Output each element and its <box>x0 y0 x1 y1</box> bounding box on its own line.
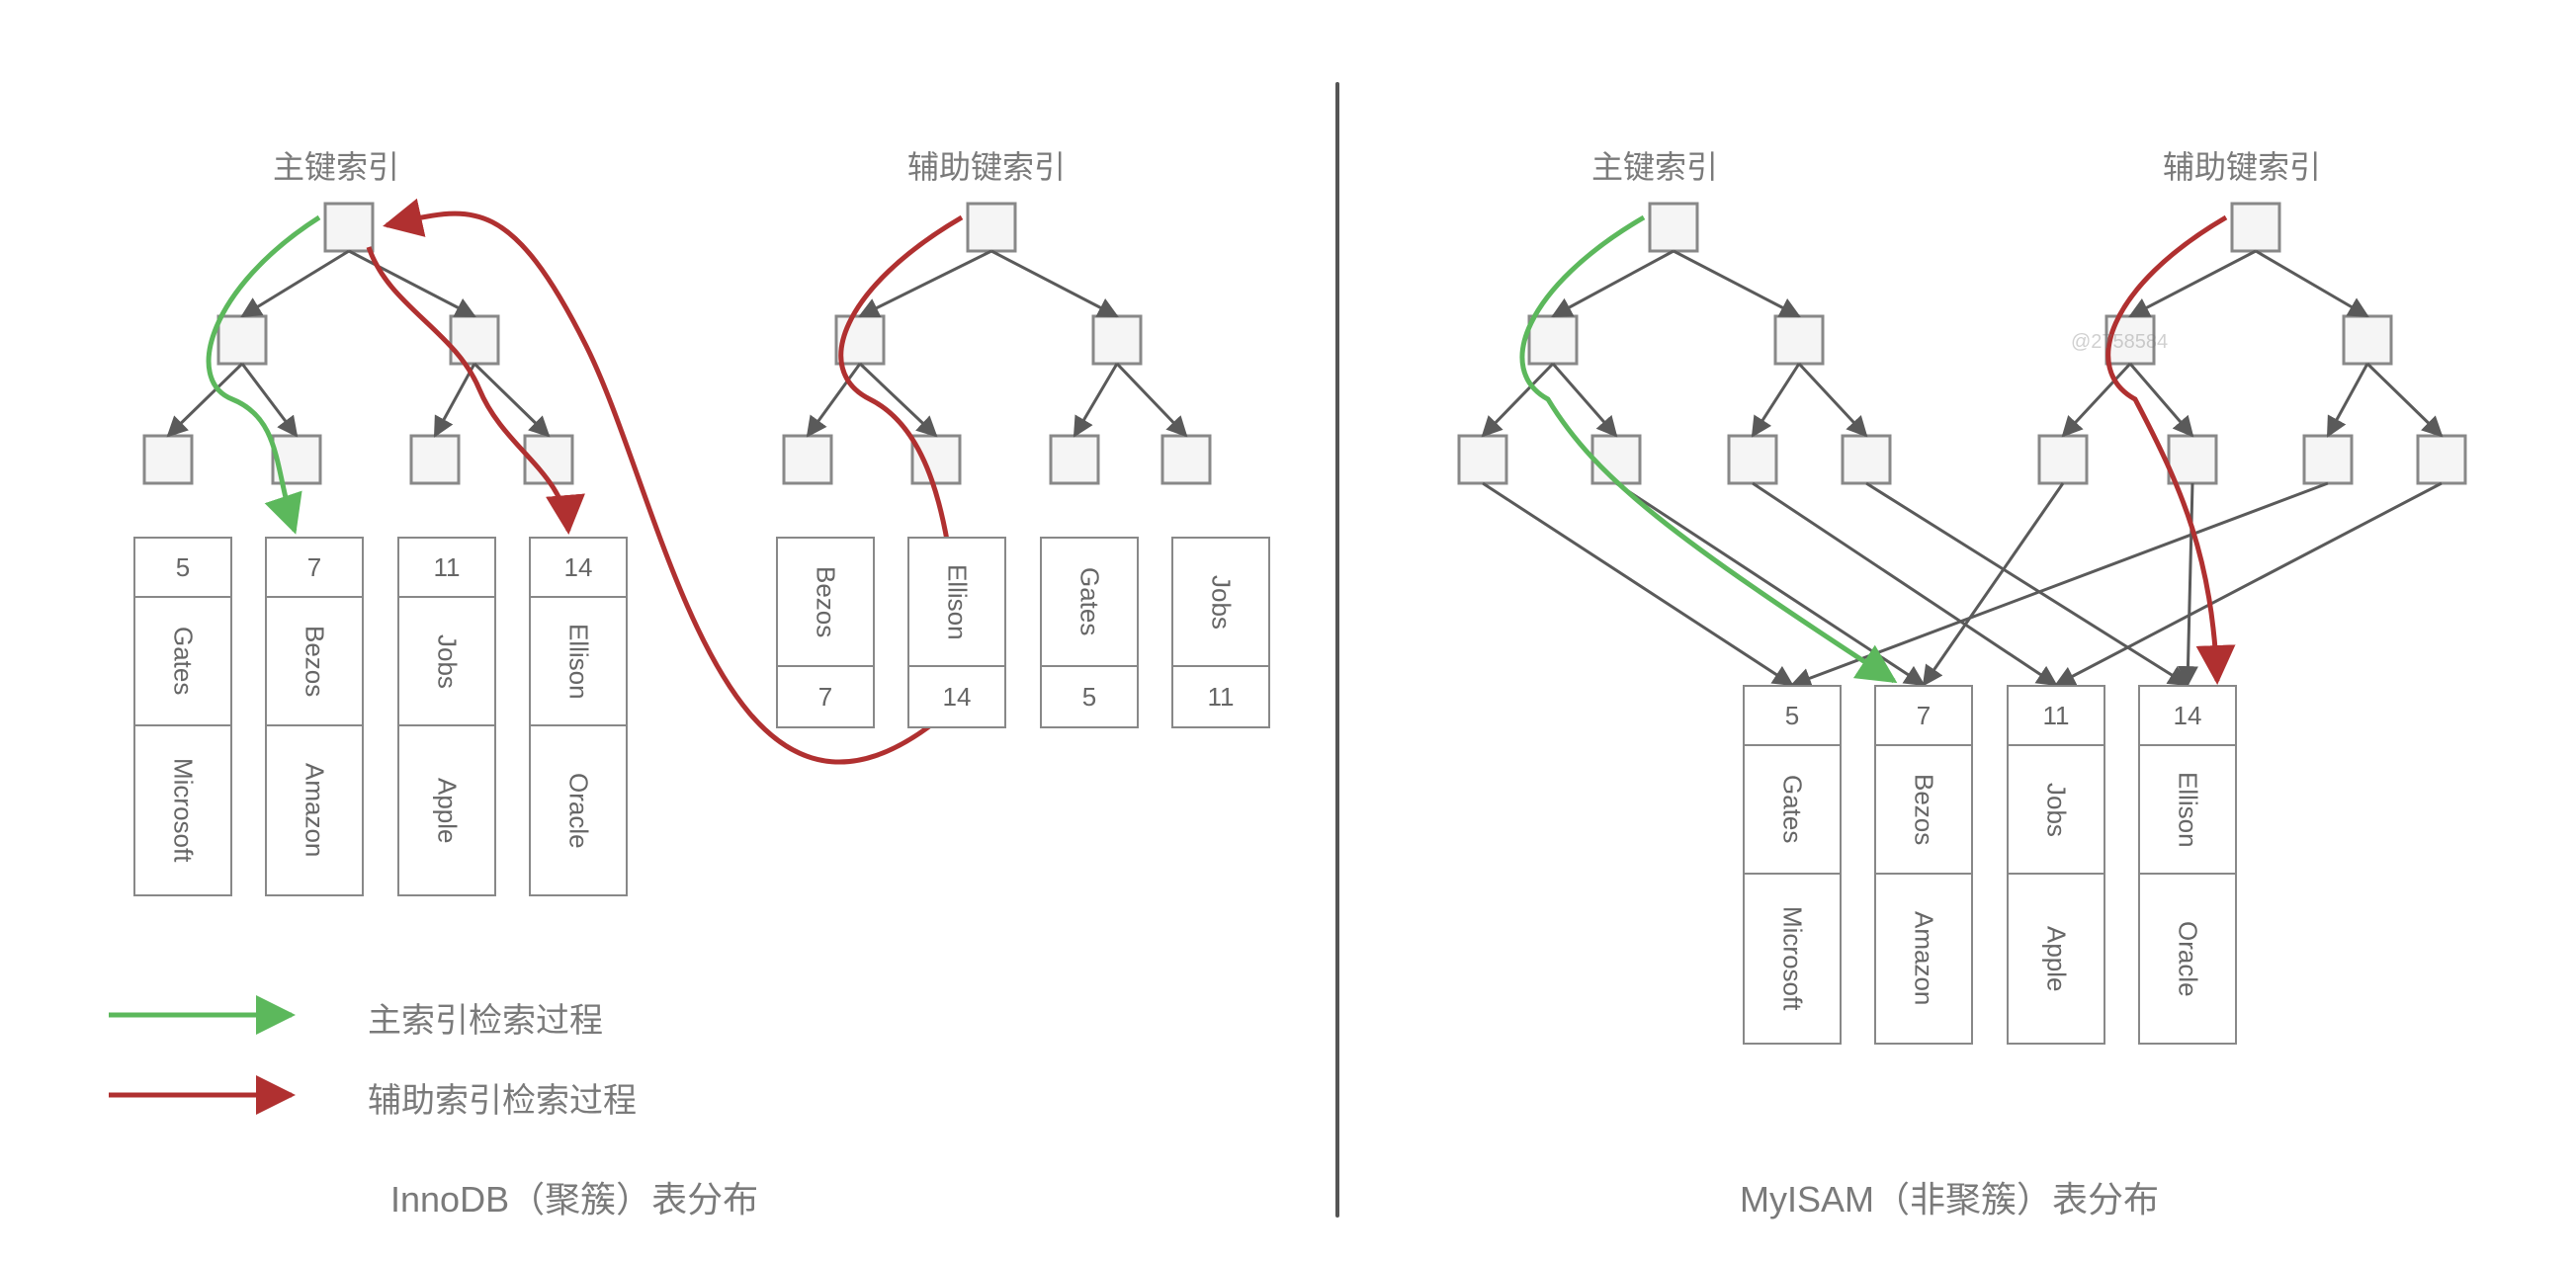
myisam-pk-leaf-1 <box>1592 436 1640 483</box>
myisam-record: 11JobsApple <box>2007 685 2105 1045</box>
innodb-sk-leaf-3 <box>1162 436 1210 483</box>
legend-secondary-text: 辅助索引检索过程 <box>368 1073 637 1122</box>
record-name: Gates <box>135 598 230 726</box>
myisam-green-path <box>1522 217 1894 681</box>
title-myisam-sk: 辅助键索引 <box>2163 142 2321 188</box>
innodb-red-path-3 <box>369 247 568 531</box>
record-company: Oracle <box>531 726 626 894</box>
record-name: Bezos <box>778 539 873 667</box>
watermark: @2758584 <box>2071 331 2168 354</box>
myisam-sk-leaf-1 <box>2169 436 2216 483</box>
innodb-sk-leaf-1 <box>912 436 960 483</box>
record-name: Ellison <box>909 539 1004 667</box>
record-id: 14 <box>531 539 626 598</box>
myisam-sk-mid-1 <box>2344 316 2391 364</box>
record-id: 7 <box>778 667 873 726</box>
myisam-pk-root <box>1650 204 1697 251</box>
myisam-record: 5GatesMicrosoft <box>1743 685 1842 1045</box>
record-company: Microsoft <box>135 726 230 894</box>
record-name: Ellison <box>2140 746 2235 875</box>
innodb-pk-record: 5GatesMicrosoft <box>133 537 232 896</box>
record-company: Apple <box>399 726 494 894</box>
record-id: 5 <box>1042 667 1137 726</box>
caption-myisam: MyISAM（非聚簇）表分布 <box>1740 1171 2159 1222</box>
record-company: Apple <box>2009 875 2104 1043</box>
innodb-pk-record: 11JobsApple <box>397 537 496 896</box>
myisam-sk-leaf-2 <box>2304 436 2352 483</box>
record-id: 7 <box>267 539 362 598</box>
record-company: Amazon <box>267 726 362 894</box>
innodb-pk-root <box>325 204 373 251</box>
myisam-sk-root <box>2232 204 2279 251</box>
myisam-pk-mid-1 <box>1775 316 1823 364</box>
innodb-sk-record: Jobs11 <box>1171 537 1270 728</box>
record-company: Oracle <box>2140 875 2235 1043</box>
innodb-pk-mid-0 <box>218 316 266 364</box>
myisam-record: 7BezosAmazon <box>1874 685 1973 1045</box>
title-innodb-pk: 主键索引 <box>273 142 399 188</box>
innodb-sk-record: Ellison14 <box>907 537 1006 728</box>
innodb-sk-mid-1 <box>1093 316 1141 364</box>
record-id: 14 <box>2140 687 2235 746</box>
record-company: Microsoft <box>1745 875 1840 1043</box>
record-name: Bezos <box>267 598 362 726</box>
myisam-pk-leaf-0 <box>1459 436 1506 483</box>
myisam-pk-mid-0 <box>1529 316 1577 364</box>
record-id: 14 <box>909 667 1004 726</box>
innodb-sk-record: Bezos7 <box>776 537 875 728</box>
record-name: Ellison <box>531 598 626 726</box>
innodb-pk-record: 7BezosAmazon <box>265 537 364 896</box>
record-name: Jobs <box>2009 746 2104 875</box>
title-myisam-pk: 主键索引 <box>1591 142 1718 188</box>
record-id: 11 <box>2009 687 2104 746</box>
innodb-sk-leaf-0 <box>784 436 831 483</box>
record-id: 11 <box>1173 667 1268 726</box>
record-name: Bezos <box>1876 746 1971 875</box>
title-innodb-sk: 辅助键索引 <box>907 142 1066 188</box>
record-id: 5 <box>1745 687 1840 746</box>
myisam-sk-leaf-3 <box>2418 436 2465 483</box>
myisam-pk-leaf-3 <box>1843 436 1890 483</box>
record-name: Jobs <box>399 598 494 726</box>
legend-primary-text: 主索引检索过程 <box>368 993 603 1042</box>
innodb-sk-record: Gates5 <box>1040 537 1139 728</box>
record-id: 5 <box>135 539 230 598</box>
innodb-sk-leaf-2 <box>1051 436 1098 483</box>
myisam-pk-leaf-2 <box>1729 436 1776 483</box>
myisam-sk-leaf-0 <box>2039 436 2087 483</box>
innodb-pk-record: 14EllisonOracle <box>529 537 628 896</box>
record-company: Amazon <box>1876 875 1971 1043</box>
innodb-pk-leaf-0 <box>144 436 192 483</box>
myisam-record: 14EllisonOracle <box>2138 685 2237 1045</box>
record-id: 7 <box>1876 687 1971 746</box>
caption-innodb: InnoDB（聚簇）表分布 <box>390 1171 758 1222</box>
record-id: 11 <box>399 539 494 598</box>
innodb-pk-leaf-2 <box>411 436 459 483</box>
record-name: Gates <box>1042 539 1137 667</box>
record-name: Gates <box>1745 746 1840 875</box>
record-name: Jobs <box>1173 539 1268 667</box>
innodb-sk-root <box>968 204 1015 251</box>
